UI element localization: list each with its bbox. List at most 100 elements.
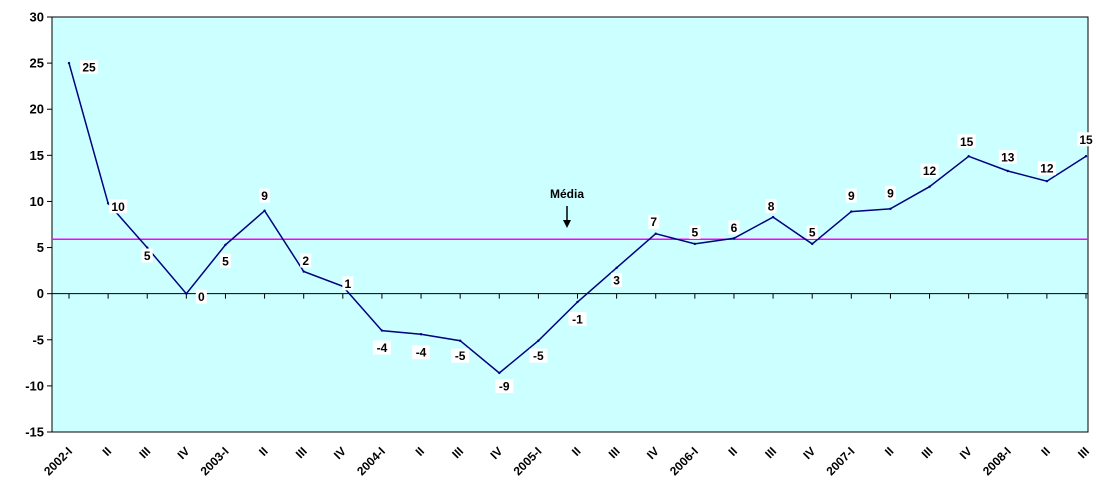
x-tick-label: 2006-I xyxy=(667,444,701,478)
x-tick-label: IV xyxy=(487,444,505,462)
data-label: 12 xyxy=(1040,162,1054,176)
y-tick-label: -15 xyxy=(25,425,44,440)
data-label: 5 xyxy=(692,225,699,239)
x-tick-label: II xyxy=(725,444,740,459)
data-label-background xyxy=(141,248,153,263)
data-label-background xyxy=(219,253,231,268)
data-point xyxy=(458,339,462,342)
data-label: -4 xyxy=(416,346,427,360)
data-point xyxy=(1045,179,1049,183)
data-label-background xyxy=(372,340,391,355)
data-point xyxy=(850,210,853,213)
data-label: 2 xyxy=(302,254,309,268)
x-tick-label: 2007-I xyxy=(823,444,857,478)
y-tick-label: 20 xyxy=(30,102,44,117)
data-label: -1 xyxy=(572,312,583,326)
y-tick-label: 5 xyxy=(37,240,44,255)
data-label-background xyxy=(195,289,207,304)
data-label-background xyxy=(806,224,818,239)
data-label: 12 xyxy=(923,164,937,178)
data-point xyxy=(419,333,423,336)
data-label: 3 xyxy=(613,273,620,287)
data-point xyxy=(1084,155,1088,158)
y-tick-label: 25 xyxy=(30,56,44,71)
x-tick-label: III xyxy=(606,444,623,461)
x-tick-label: IV xyxy=(175,444,193,462)
data-label-background xyxy=(957,134,976,149)
data-label-background xyxy=(568,311,587,326)
data-label: 1 xyxy=(344,277,351,291)
reference-line-label: Média xyxy=(550,187,584,201)
data-label-background xyxy=(920,163,939,178)
data-point xyxy=(1006,169,1009,173)
data-point xyxy=(380,329,384,332)
x-tick-label: 2002-I xyxy=(41,444,75,478)
x-tick-label: IV xyxy=(957,444,975,462)
x-tick-label: III xyxy=(136,444,153,461)
x-tick-label: IV xyxy=(331,444,349,462)
data-point xyxy=(928,185,931,188)
x-tick-label: II xyxy=(413,444,428,459)
data-label: 8 xyxy=(768,200,775,214)
data-label-background xyxy=(412,345,431,360)
data-label: 6 xyxy=(731,221,738,235)
data-label: -4 xyxy=(377,341,388,355)
data-label: 15 xyxy=(1079,133,1093,147)
data-point xyxy=(693,242,697,246)
y-tick-label: 0 xyxy=(37,286,44,301)
x-tick-label: III xyxy=(919,444,936,461)
data-label: 15 xyxy=(960,135,974,149)
data-label: -5 xyxy=(455,349,466,363)
reference-arrow-head xyxy=(563,220,571,228)
data-point xyxy=(810,242,814,246)
data-point xyxy=(185,292,188,295)
data-label: 25 xyxy=(82,61,96,75)
data-label: 10 xyxy=(111,200,125,214)
data-label: -9 xyxy=(499,379,510,393)
data-label-background xyxy=(1077,132,1095,147)
data-point xyxy=(67,61,71,65)
data-label: 5 xyxy=(222,254,229,268)
data-label-background xyxy=(611,272,623,287)
x-tick-label: 2005-I xyxy=(511,444,545,478)
x-tick-label: III xyxy=(293,444,310,461)
data-label-background xyxy=(765,199,777,214)
data-label-background xyxy=(728,220,740,235)
y-tick-label: -5 xyxy=(32,332,44,347)
data-point xyxy=(302,270,305,273)
x-tick-label: 2004-I xyxy=(354,444,388,478)
data-label-background xyxy=(259,188,271,203)
data-point xyxy=(576,300,579,304)
data-label-background xyxy=(884,185,896,200)
data-point xyxy=(224,243,227,246)
x-tick-label: II xyxy=(882,444,897,459)
data-point xyxy=(537,339,540,342)
x-tick-label: II xyxy=(256,444,271,459)
data-label: 9 xyxy=(887,186,894,200)
data-point xyxy=(106,202,110,205)
x-tick-label: IV xyxy=(644,444,662,462)
data-label-background xyxy=(300,253,312,268)
data-point xyxy=(889,207,892,211)
data-point xyxy=(654,232,657,235)
data-label: 0 xyxy=(198,290,205,304)
data-point xyxy=(732,237,736,240)
data-label-background xyxy=(80,60,98,75)
data-label: 9 xyxy=(261,189,268,203)
y-tick-label: 10 xyxy=(30,194,44,209)
data-label-background xyxy=(451,348,470,363)
data-label: 13 xyxy=(1001,151,1015,165)
x-tick-label: 2008-I xyxy=(980,444,1014,478)
x-tick-label: III xyxy=(449,444,466,461)
x-tick-label: III xyxy=(762,444,779,461)
data-label-background xyxy=(109,199,128,214)
x-tick-label: III xyxy=(1075,444,1092,461)
data-label-background xyxy=(529,348,548,363)
data-label-background xyxy=(689,224,701,239)
data-label-background xyxy=(998,150,1017,165)
data-label: 5 xyxy=(809,225,816,239)
x-tick-label: II xyxy=(100,444,115,459)
y-tick-label: -10 xyxy=(25,378,44,393)
data-label: 7 xyxy=(650,215,657,229)
